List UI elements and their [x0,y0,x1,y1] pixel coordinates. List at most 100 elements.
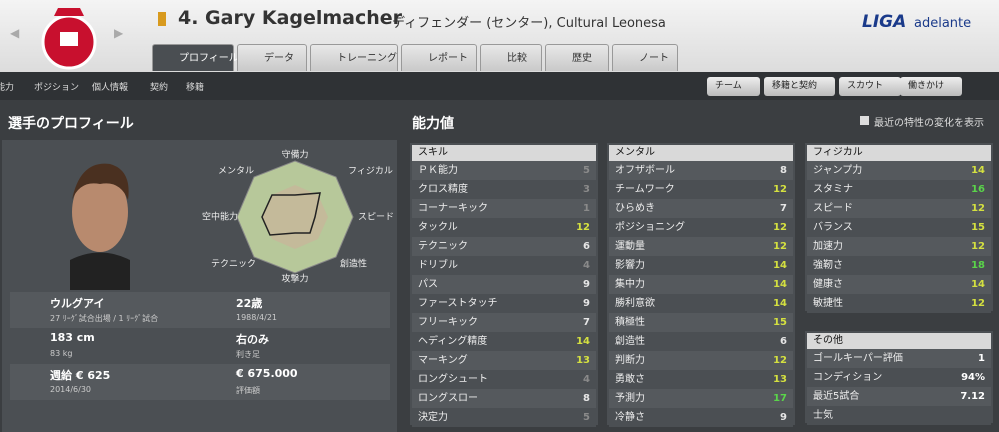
tab[interactable]: トレーニング [310,44,398,71]
attribute-row: 決定力 5 [412,408,596,427]
attribute-value: 4 [583,260,590,271]
attribute-row: 士気 [807,406,991,425]
attribute-value: 6 [780,336,787,347]
checkbox[interactable] [860,116,869,125]
attribute-label: 影響力 [615,260,645,271]
tab[interactable]: プロフィール [152,44,239,71]
sub-nav-item[interactable]: 個人情報 [92,83,129,93]
info-block [10,292,390,328]
attribute-value: 14 [773,260,787,271]
attribute-label: ひらめき [615,203,655,214]
attribute-label: ジャンプ力 [813,165,863,176]
radar-label: 創造性 [340,258,367,270]
checkbox-label: 最近の特性の変化を表示 [874,118,984,129]
attribute-row: 運動量 12 [609,237,793,256]
sub-nav-item[interactable]: ポジション [34,83,80,93]
sub-nav-item[interactable]: 契約 [150,83,169,93]
attribute-row: 勝利意欲 14 [609,294,793,313]
attribute-value: 14 [971,279,985,290]
club-crest [41,8,97,70]
attribute-row: コーナーキック 1 [412,199,596,218]
action-button[interactable]: 働きかけ [900,77,963,96]
attribute-label: ヘディング精度 [418,336,488,347]
attribute-row: コンディション 94% [807,368,991,387]
tab[interactable]: ノート [612,44,678,71]
sub-nav-item[interactable]: 能力 [0,83,15,93]
attribute-label: バランス [813,222,853,233]
attribute-value: 15 [773,317,787,328]
attribute-value: 12 [971,298,985,309]
attribute-label: マーキング [418,355,468,366]
attribute-value: 5 [583,412,590,423]
attribute-value: 15 [971,222,985,233]
attribute-row: チームワーク 12 [609,180,793,199]
radar-label: 攻撃力 [281,273,308,285]
attribute-row: フリーキック 7 [412,313,596,332]
player-subtitle: ディフェンダー (センター), Cultural Leonesa [392,16,666,31]
attribute-row: テクニック 6 [412,237,596,256]
info-text: 2014/6/30 [50,385,92,394]
attribute-row: ゴールキーパー評価 1 [807,349,991,368]
attribute-value: 12 [576,222,590,233]
attribute-value: 94% [961,372,985,383]
group-header: スキル [412,145,596,161]
attribute-value: 12 [773,184,787,195]
attribute-row: ドリブル 4 [412,256,596,275]
back-arrow[interactable]: ◀ [10,26,20,40]
attribute-label: パス [418,279,438,290]
attribute-value: 16 [971,184,985,195]
info-text: 183 cm [50,331,95,344]
action-button[interactable]: スカウト [839,77,902,96]
forward-arrow[interactable]: ▶ [114,26,124,40]
attribute-row: 創造性 6 [609,332,793,351]
attribute-row: スタミナ 16 [807,180,991,199]
attribute-row: マーキング 13 [412,351,596,370]
radar-label: 空中能力 [202,211,238,223]
attribute-value: 8 [583,393,590,404]
attribute-label: 健康さ [813,279,843,290]
attribute-label: ドリブル [418,260,458,271]
player-photo [70,163,130,290]
attribute-value: 4 [583,374,590,385]
attribute-row: 敏捷性 12 [807,294,991,313]
attribute-value: 5 [583,165,590,176]
attribute-value: 12 [971,241,985,252]
attribute-label: 運動量 [615,241,645,252]
attribute-label: ゴールキーパー評価 [813,353,903,364]
tab[interactable]: 比較 [480,44,542,71]
attribute-label: コンディション [813,372,883,383]
info-text: 83 kg [50,349,73,358]
action-button[interactable]: 移籍と契約 [764,77,836,96]
attribute-row: 冷静さ 9 [609,408,793,427]
info-text: 1988/4/21 [236,313,278,322]
attribute-row: 最近5試合 7.12 [807,387,991,406]
tab[interactable]: 歴史 [545,44,609,71]
attribute-label: スタミナ [813,184,853,195]
attribute-value: 9 [583,298,590,309]
attribute-label: スピード [813,203,853,214]
action-button[interactable]: チーム [707,77,760,96]
attribute-value: 12 [773,241,787,252]
attribute-label: 敏捷性 [813,298,843,309]
radar-label: フィジカル [348,166,393,177]
info-text: ウルグアイ [50,297,105,310]
attribute-row: パス 9 [412,275,596,294]
attribute-label: テクニック [418,241,468,252]
tab[interactable]: データ [237,44,307,71]
attribute-value: 18 [971,260,985,271]
sub-nav-item[interactable]: 移籍 [186,83,205,93]
attribute-value: 9 [780,412,787,423]
attribute-label: 勇敢さ [615,374,645,385]
attribute-label: ファーストタッチ [418,298,498,309]
attribute-value: 1 [583,203,590,214]
attribute-row: ファーストタッチ 9 [412,294,596,313]
tab[interactable]: レポート [401,44,477,71]
attribute-label: 決定力 [418,412,448,423]
status-icon [158,12,166,26]
attribute-value: 7 [583,317,590,328]
attribute-value: 13 [773,374,787,385]
attribute-row: オフザボール 8 [609,161,793,180]
attribute-label: ロングシュート [418,374,488,385]
